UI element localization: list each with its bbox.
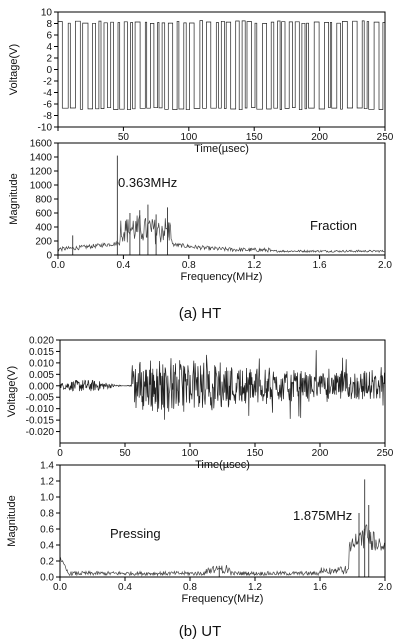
- ht-voltage-ytick-label: 4: [46, 42, 52, 53]
- ut-voltage-ticks: 0 50 100 150 200 250-0.020-0.015-0.010-0.0050…: [26, 336, 394, 460]
- ut-spectrum-xtick-label: 1.6: [313, 582, 327, 593]
- ht-spectrum-trace: [57, 155, 385, 255]
- ht-spectrum-frame: [57, 142, 386, 256]
- ht-voltage-ytick-label: 10: [41, 8, 53, 19]
- ut-spectrum-ytick-label: 0.8: [40, 509, 54, 520]
- ut-spectrum-xtick-label: 0.0: [53, 582, 67, 593]
- ut-voltage-xtick-label: 250: [377, 448, 394, 459]
- ut-voltage-trace: [59, 350, 386, 420]
- ht-spectrum-ytick-label: 1000: [30, 181, 53, 192]
- ut-spectrum-frame: [59, 464, 386, 578]
- ut-spectrum-ytick-label: 1.0: [40, 493, 54, 504]
- ut-condition-label: Pressing: [110, 526, 161, 541]
- ut-spectrum-xlabel: Frequency(MHz): [182, 593, 264, 605]
- ht-spectrum-xtick-label: 0.0: [51, 260, 65, 271]
- ut-voltage-xtick-label: 0: [57, 448, 63, 459]
- ut-spectrum-xtick-label: 2.0: [378, 582, 392, 593]
- ht-peak-label: 0.363MHz: [118, 175, 177, 190]
- ht-condition-label: Fraction: [310, 218, 357, 233]
- ht-voltage-xlabel: Time(µsec): [194, 143, 249, 155]
- ht-voltage-ytick-label: 2: [46, 54, 52, 65]
- ut-spectrum-line: [59, 524, 385, 577]
- ht-voltage-ytick-label: 8: [46, 19, 52, 30]
- ut-voltage-chart: 0 50 100 150 200 250-0.020-0.015-0.010-0.0050…: [6, 336, 394, 472]
- ht-voltage-xtick-label: 250: [377, 132, 394, 143]
- ht-spectrum-ytick-label: 0: [46, 251, 52, 262]
- ut-voltage-ytick-label: 0.000: [29, 381, 54, 392]
- ut-caption: (b) UT: [179, 623, 222, 640]
- ut-spectrum-ytick-label: 0.2: [40, 557, 54, 568]
- ut-spectrum-ytick-label: 1.2: [40, 477, 54, 488]
- ut-spectrum-ytick-label: 0.4: [40, 541, 54, 552]
- ht-spectrum-ytick-label: 800: [35, 195, 52, 206]
- ut-voltage-ytick-label: -0.005: [26, 393, 55, 404]
- ut-spectrum-ytick-label: 1.4: [40, 461, 54, 472]
- ht-spectrum-ytick-label: 1400: [30, 153, 53, 164]
- ut-voltage-line: [59, 350, 386, 420]
- ht-voltage-ytick-label: 6: [46, 31, 52, 42]
- ut-spectrum-ytick-label: 0.6: [40, 525, 54, 536]
- ht-voltage-xtick-label: 100: [180, 132, 197, 143]
- ut-voltage-xtick-label: 200: [312, 448, 329, 459]
- ht-spectrum-line: [57, 214, 385, 253]
- ht-voltage-ytick-label: -2: [43, 77, 52, 88]
- ut-voltage-ytick-label: 0.020: [29, 336, 54, 347]
- ht-spectrum-ytick-label: 200: [35, 237, 52, 248]
- ht-spectrum-ytick-label: 1200: [30, 167, 53, 178]
- ut-spectrum-chart: 0.0 0.4 0.8 1.2 1.6 2.0 0.0 0.2 0.4 0.6 0.8 1.0 1.2 1…: [6, 461, 392, 606]
- ut-spectrum-xtick-label: 0.4: [118, 582, 132, 593]
- ht-voltage-trace: [57, 20, 385, 111]
- ht-spectrum-ticks: 0.0 0.4 0.8 1.2 1.6 2.0 0 200 400 600 800 1000 1200 1…: [30, 139, 393, 272]
- ht-voltage-xtick-label: 150: [246, 132, 263, 143]
- ht-voltage-line: [57, 20, 385, 111]
- ut-voltage-xtick-label: 150: [247, 448, 264, 459]
- ut-voltage-xtick-label: 50: [119, 448, 131, 459]
- ht-caption: (a) HT: [179, 305, 222, 322]
- ht-spectrum-xtick-label: 0.4: [116, 260, 130, 271]
- ht-spectrum-xtick-label: 2.0: [378, 260, 392, 271]
- ut-spectrum-ylabel: Magnitude: [6, 495, 18, 546]
- ut-voltage-ytick-label: -0.020: [26, 427, 55, 438]
- ht-voltage-ytick-label: 0: [46, 65, 52, 76]
- ut-spectrum-xtick-label: 1.2: [248, 582, 262, 593]
- ut-voltage-xtick-label: 100: [182, 448, 199, 459]
- ut-voltage-ytick-label: 0.005: [29, 370, 54, 381]
- ut-voltage-ytick-label: 0.015: [29, 347, 54, 358]
- ut-spectrum-ticks: 0.0 0.4 0.8 1.2 1.6 2.0 0.0 0.2 0.4 0.6 0.8 1.0 1.2 1…: [40, 461, 392, 594]
- ut-voltage-frame: [59, 339, 386, 444]
- ut-voltage-ytick-label: 0.010: [29, 358, 54, 369]
- ht-spectrum-xtick-label: 1.6: [313, 260, 327, 271]
- ht-voltage-frame: [57, 11, 386, 128]
- ht-spectrum-chart: 0.0 0.4 0.8 1.2 1.6 2.0 0 200 400 600 800 1000 1200 1…: [8, 139, 392, 284]
- ht-voltage-ytick-label: -4: [43, 88, 52, 99]
- ut-voltage-ytick-label: -0.015: [26, 416, 55, 427]
- ht-voltage-ytick-label: -6: [43, 100, 52, 111]
- ut-voltage-ytick-label: -0.010: [26, 404, 55, 415]
- ut-peak-label: 1.875MHz: [293, 508, 352, 523]
- ht-voltage-xtick-label: 50: [118, 132, 130, 143]
- ht-voltage-ytick-label: -10: [38, 123, 53, 134]
- ht-voltage-ytick-label: -8: [43, 111, 52, 122]
- ht-spectrum-ylabel: Magnitude: [8, 173, 20, 224]
- ht-spectrum-xtick-label: 0.8: [182, 260, 196, 271]
- ht-spectrum-ytick-label: 400: [35, 223, 52, 234]
- ut-spectrum-ytick-label: 0.0: [40, 573, 54, 584]
- ht-spectrum-xtick-label: 1.2: [247, 260, 261, 271]
- ht-voltage-ylabel: Voltage(V): [8, 44, 20, 95]
- ut-spectrum-xtick-label: 0.8: [183, 582, 197, 593]
- ht-spectrum-ytick-label: 600: [35, 209, 52, 220]
- ut-voltage-ylabel: Voltage(V): [6, 366, 18, 417]
- ht-voltage-xtick-label: 200: [311, 132, 328, 143]
- ut-spectrum-trace: [59, 479, 385, 577]
- ht-spectrum-ytick-label: 1600: [30, 139, 53, 150]
- ht-spectrum-xlabel: Frequency(MHz): [181, 271, 263, 283]
